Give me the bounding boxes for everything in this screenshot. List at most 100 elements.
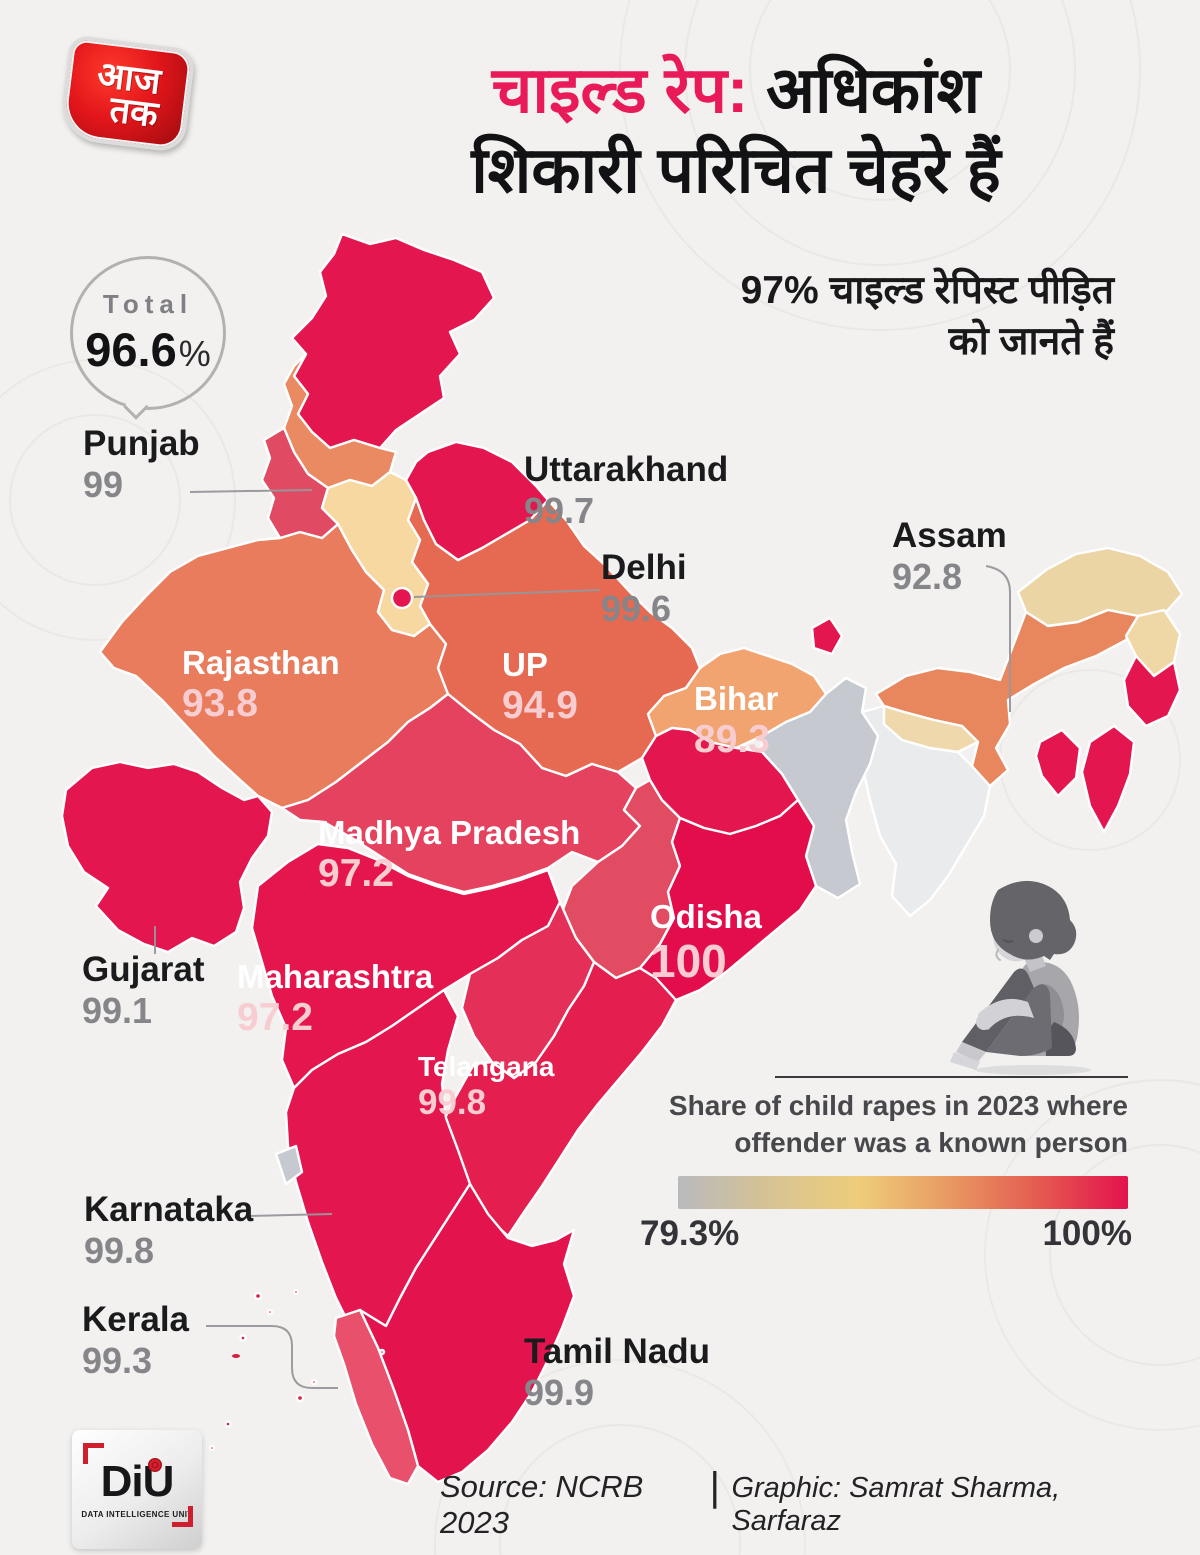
state-name: Telangana [418, 1051, 555, 1082]
label-tamil-nadu: Tamil Nadu 99.9 [524, 1332, 711, 1414]
legend-divider-line [775, 1076, 1128, 1078]
diu-bracket-bottom-right [172, 1506, 193, 1527]
diu-bracket-top-left [83, 1443, 104, 1464]
state-value: 99 [83, 464, 124, 506]
state-name: Karnataka [84, 1190, 254, 1229]
total-badge-unit: % [178, 333, 211, 374]
title-line2: शिकारी परिचित चेहरे हैं [471, 134, 1001, 206]
aajtak-logo: आज तक [58, 34, 196, 154]
state-value: 92.8 [892, 556, 963, 598]
diu-fingerprint-dot-icon [147, 1458, 162, 1472]
aajtak-logo-text-bottom: तक [107, 88, 161, 135]
state-value: 100 [650, 935, 727, 988]
state-value: 99.7 [524, 490, 595, 532]
state-name: Maharashtra [237, 958, 434, 995]
legend-title: Share of child rapes in 2023 where offen… [658, 1088, 1128, 1162]
region-mizoram [1080, 724, 1136, 834]
state-value: 99.1 [82, 990, 153, 1032]
page-subtitle: 97% चाइल्ड रेपिस्ट पीड़ित को जानते हैं [554, 266, 1114, 367]
label-gujarat: Gujarat 99.1 [82, 950, 205, 1032]
label-bihar: Bihar 89.3 [694, 680, 779, 762]
diu-logo-title: DiU [100, 1457, 175, 1506]
subtitle-line1: 97% चाइल्ड रेपिस्ट पीड़ित [740, 269, 1114, 312]
label-delhi: Delhi 99.6 [601, 548, 687, 630]
region-odisha [638, 798, 818, 1002]
region-tamil-nadu [358, 1182, 576, 1484]
label-punjab: Punjab 99 [83, 424, 200, 506]
title-accent: चाइल्ड रेप: [491, 54, 749, 126]
label-telangana: Telangana 99.8 [418, 1052, 554, 1122]
region-delhi [390, 586, 414, 610]
state-name: Bihar [694, 680, 779, 717]
state-value: 89.3 [694, 718, 770, 762]
region-goa [274, 1144, 304, 1186]
source-divider: | [709, 1465, 720, 1509]
region-gujarat [60, 760, 274, 954]
source-credit-line: Source: NCRB 2023 | Graphic: Samrat Shar… [440, 1465, 1140, 1541]
label-karnataka: Karnataka 99.8 [84, 1190, 254, 1272]
legend-min-label: 79.3% [640, 1214, 740, 1253]
state-name: Tamil Nadu [524, 1332, 711, 1371]
page-title: चाइल्ड रेप: अधिकांश शिकारी परिचित चेहरे … [330, 50, 1142, 210]
region-meghalaya [882, 704, 980, 754]
state-value: 99.3 [82, 1340, 153, 1382]
region-west-bengal [760, 676, 880, 900]
total-badge-value: 96.6 [85, 323, 177, 376]
legend-title-line2: offender was a known person [734, 1126, 1128, 1158]
leader-line-punjab [189, 489, 313, 493]
state-name: Assam [892, 516, 1007, 555]
state-value: 97.2 [318, 852, 394, 896]
state-value: 99.6 [601, 588, 672, 630]
diu-logo-subtitle: DATA INTELLIGENCE UNIT [81, 1510, 193, 1519]
sad-boy-illustration [950, 880, 1091, 1075]
label-rajasthan: Rajasthan 93.8 [182, 644, 340, 726]
leader-line-karnataka [247, 1213, 333, 1217]
region-kerala [332, 1308, 420, 1486]
state-name: Odisha [650, 898, 762, 935]
state-name: Gujarat [82, 950, 205, 989]
region-telangana [460, 900, 596, 1080]
legend-title-line1: Share of child rapes in 2023 where [668, 1090, 1128, 1121]
label-assam: Assam 92.8 [892, 516, 1007, 598]
legend-scale: 79.3% 100% [640, 1214, 1132, 1254]
label-madhya-pradesh: Madhya Pradesh 97.2 [318, 814, 581, 896]
legend-gradient-bar [678, 1176, 1128, 1209]
state-value: 93.8 [182, 682, 258, 726]
region-uttarakhand [404, 440, 550, 562]
label-up: UP 94.9 [502, 646, 578, 728]
state-value: 99.8 [84, 1230, 155, 1272]
total-badge: Total 96.6 % [70, 256, 226, 410]
state-value: 97.2 [237, 996, 313, 1040]
state-name: Punjab [83, 424, 200, 463]
region-sikkim [810, 616, 844, 656]
region-punjab [260, 426, 340, 540]
region-jammu-kashmir-ladakh [290, 232, 496, 450]
state-value: 99.9 [524, 1372, 595, 1414]
label-uttarakhand: Uttarakhand 99.7 [524, 450, 729, 532]
state-name: Delhi [601, 548, 687, 587]
state-name: Rajasthan [182, 644, 340, 681]
label-maharashtra: Maharashtra 97.2 [237, 958, 434, 1040]
subtitle-line2: को जानते हैं [948, 319, 1114, 363]
legend-max-label: 100% [1042, 1214, 1132, 1253]
credit-text: Graphic: Samrat Sharma, Sarfaraz [731, 1472, 1061, 1537]
aajtak-logo-shield: आज तक [58, 34, 196, 154]
leader-line-assam [985, 565, 1011, 712]
state-value: 99.8 [418, 1083, 487, 1123]
total-badge-label: Total [102, 289, 194, 319]
state-name: Madhya Pradesh [318, 814, 581, 851]
diu-logo: DiU DATA INTELLIGENCE UNIT [72, 1430, 202, 1549]
region-manipur [1122, 654, 1182, 728]
leader-line-kerala [206, 1325, 338, 1389]
label-kerala: Kerala 99.3 [82, 1300, 190, 1382]
state-value: 94.9 [502, 684, 578, 728]
region-tripura [1034, 728, 1082, 798]
diu-logo-text: DiU [100, 1457, 175, 1506]
state-name: UP [502, 646, 548, 683]
label-odisha: Odisha 100 [650, 898, 762, 988]
paint-speckles [208, 1288, 386, 1452]
state-name: Kerala [82, 1300, 190, 1339]
state-name: Uttarakhand [524, 450, 729, 489]
